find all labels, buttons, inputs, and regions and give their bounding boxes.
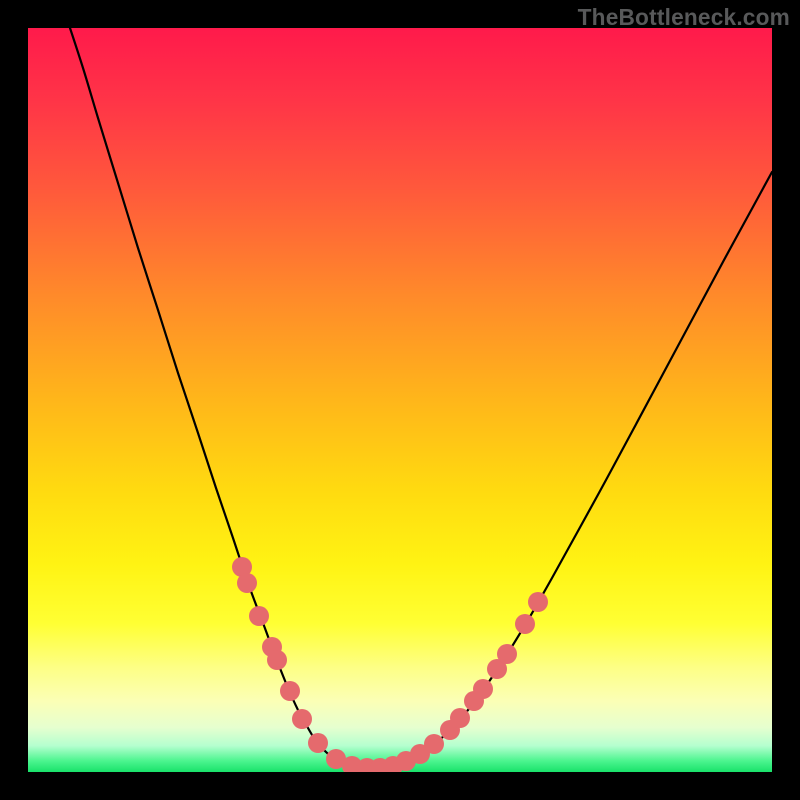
gradient-background	[28, 28, 772, 772]
marker-point	[497, 644, 517, 664]
marker-point	[292, 709, 312, 729]
marker-point	[450, 708, 470, 728]
marker-point	[424, 734, 444, 754]
marker-point	[515, 614, 535, 634]
plot-area	[28, 28, 772, 772]
chart-frame: TheBottleneck.com	[0, 0, 800, 800]
marker-point	[280, 681, 300, 701]
marker-point	[308, 733, 328, 753]
marker-point	[528, 592, 548, 612]
marker-point	[473, 679, 493, 699]
watermark-text: TheBottleneck.com	[578, 4, 790, 31]
bottleneck-chart	[28, 28, 772, 772]
marker-point	[237, 573, 257, 593]
marker-point	[267, 650, 287, 670]
marker-point	[249, 606, 269, 626]
